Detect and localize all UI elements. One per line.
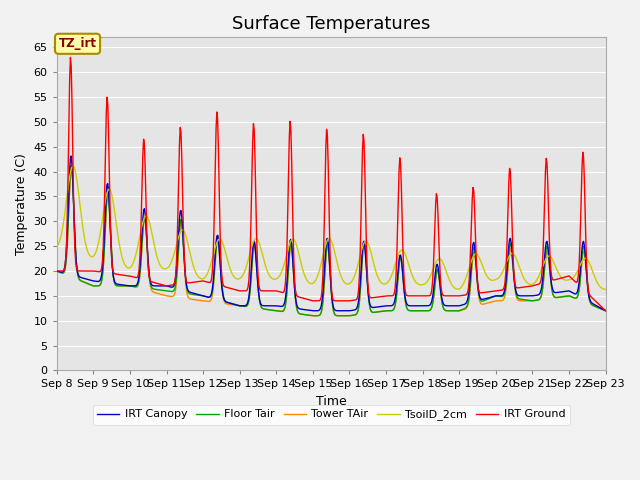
Line: Floor Tair: Floor Tair: [57, 166, 605, 316]
Floor Tair: [553, 295, 561, 300]
IRT Ground: [53, 268, 61, 274]
TsoilD_2cm: [601, 287, 609, 292]
Tower TAir: [432, 276, 440, 282]
Floor Tair: [198, 293, 205, 299]
IRT Canopy: [432, 267, 440, 273]
IRT Canopy: [67, 153, 75, 159]
Floor Tair: [174, 255, 182, 261]
Y-axis label: Temperature (C): Temperature (C): [15, 153, 28, 255]
IRT Canopy: [342, 308, 349, 313]
IRT Canopy: [553, 289, 561, 295]
Tower TAir: [553, 295, 561, 300]
Floor Tair: [324, 239, 332, 244]
Floor Tair: [432, 276, 440, 281]
Tower TAir: [174, 259, 182, 264]
Tower TAir: [198, 298, 205, 303]
TsoilD_2cm: [53, 243, 61, 249]
Floor Tair: [602, 308, 609, 313]
Legend: IRT Canopy, Floor Tair, Tower TAir, TsoilD_2cm, IRT Ground: IRT Canopy, Floor Tair, Tower TAir, Tsoi…: [93, 405, 570, 425]
IRT Canopy: [53, 268, 61, 274]
Tower TAir: [602, 308, 609, 313]
Tower TAir: [324, 243, 332, 249]
Tower TAir: [342, 313, 349, 319]
Floor Tair: [378, 309, 385, 314]
IRT Ground: [552, 276, 560, 282]
Tower TAir: [67, 163, 75, 168]
Tower TAir: [378, 309, 385, 314]
IRT Canopy: [324, 236, 332, 241]
TsoilD_2cm: [198, 276, 205, 282]
IRT Canopy: [174, 242, 182, 248]
Text: TZ_irt: TZ_irt: [58, 37, 97, 50]
TsoilD_2cm: [431, 262, 439, 268]
Line: IRT Ground: IRT Ground: [57, 58, 605, 311]
IRT Ground: [198, 278, 205, 284]
Line: TsoilD_2cm: TsoilD_2cm: [57, 166, 605, 289]
IRT Ground: [431, 221, 439, 227]
Line: Tower TAir: Tower TAir: [57, 166, 605, 316]
IRT Ground: [377, 294, 385, 300]
TsoilD_2cm: [602, 287, 609, 292]
IRT Canopy: [198, 292, 205, 298]
IRT Canopy: [602, 308, 609, 313]
Tower TAir: [53, 268, 61, 274]
IRT Ground: [602, 308, 609, 313]
TsoilD_2cm: [552, 265, 560, 271]
Floor Tair: [342, 313, 349, 319]
TsoilD_2cm: [174, 237, 182, 242]
Floor Tair: [67, 163, 75, 168]
X-axis label: Time: Time: [316, 395, 347, 408]
Floor Tair: [53, 268, 61, 274]
IRT Ground: [174, 208, 182, 214]
IRT Canopy: [378, 303, 385, 309]
IRT Ground: [67, 55, 74, 60]
Title: Surface Temperatures: Surface Temperatures: [232, 15, 430, 33]
IRT Ground: [324, 133, 332, 139]
Line: IRT Canopy: IRT Canopy: [57, 156, 605, 311]
TsoilD_2cm: [377, 279, 385, 285]
TsoilD_2cm: [69, 163, 77, 169]
TsoilD_2cm: [324, 238, 332, 243]
